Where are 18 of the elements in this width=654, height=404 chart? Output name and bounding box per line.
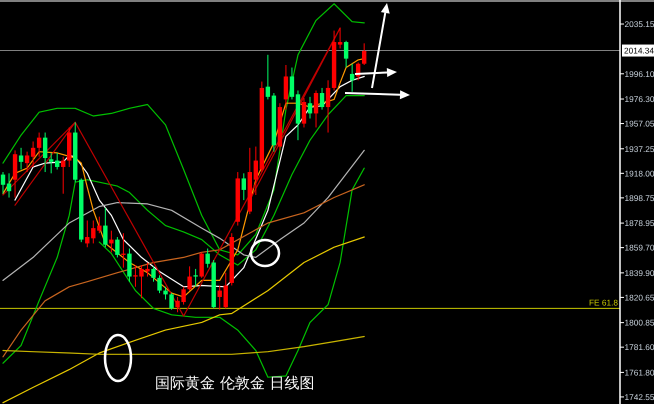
y-tick-label: 1957.05: [624, 118, 654, 129]
ref-line-label: FE 61.8: [588, 297, 618, 308]
y-tick-label: 1878.95: [624, 218, 654, 228]
y-tick-label: 1996.10: [624, 68, 654, 79]
y-tick-label: 1839.90: [624, 268, 654, 278]
y-tick-label: 1918.00: [624, 168, 654, 178]
y-tick-label: 1820.65: [624, 292, 654, 302]
y-tick-label: 1898.75: [624, 192, 654, 203]
y-tick-label: 2035.15: [624, 19, 654, 30]
y-tick-label: 1742.55: [624, 392, 654, 402]
y-tick-label: 1800.85: [624, 318, 654, 328]
y-tick-label: 1937.25: [624, 144, 654, 154]
y-tick-label: 1976.30: [624, 94, 654, 104]
title: 国际黄金 伦敦金 日线图: [155, 374, 315, 392]
y-tick-label: 1781.60: [624, 342, 654, 352]
y-tick-label: 1859.70: [624, 242, 654, 253]
y-tick-label: 1761.80: [624, 367, 654, 378]
ref-line-label: 2014.34: [624, 46, 654, 56]
